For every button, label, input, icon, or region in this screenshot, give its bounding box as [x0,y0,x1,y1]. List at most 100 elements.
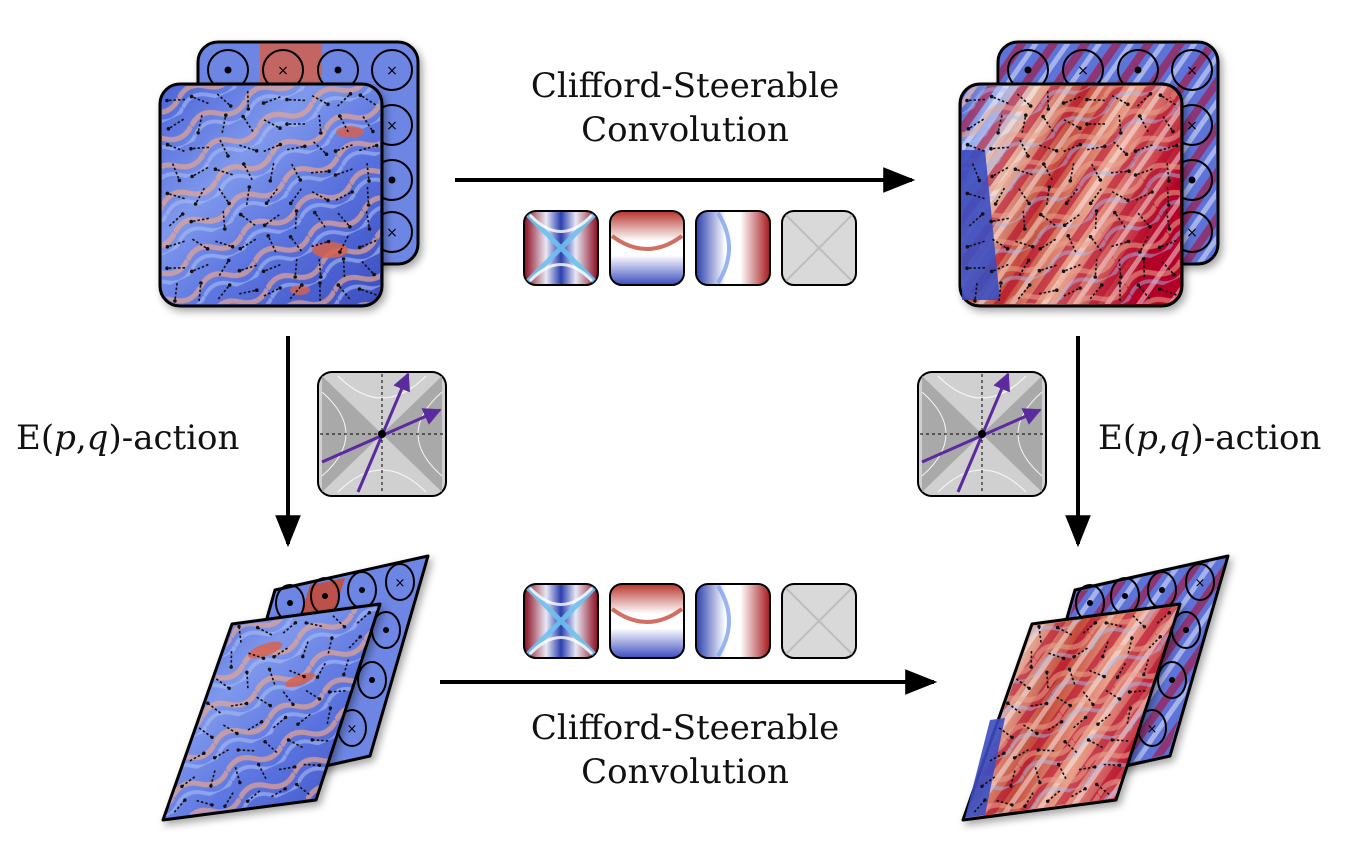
vector-arrow-head [1134,173,1138,177]
right-action-comma: , [1158,418,1169,458]
vector-arrow-head [262,270,266,274]
vector-arrow-head [973,299,977,303]
vector-arrow-head [1103,675,1106,678]
vector-arrow-head [173,299,177,303]
left-action-q: q [87,418,109,458]
vector-arrow-head [329,706,332,709]
vector-arrow-head [301,655,304,658]
vector-arrow-head [1087,738,1090,741]
svg-text:×: × [1186,63,1198,79]
vector-arrow-head [1158,246,1162,250]
vector-arrow-head [231,245,235,249]
vector-arrow-head [1029,104,1033,108]
vector-arrow-head [1055,288,1059,292]
vector-arrow-head [1037,748,1040,751]
vector-arrow-head [1039,213,1043,217]
vector-arrow-head [237,625,240,628]
vector-arrow-head [367,203,371,207]
vector-arrow-head [166,192,170,196]
vector-arrow-head [1119,275,1123,279]
vector-arrow-head [257,763,260,766]
vector-arrow-head [263,223,267,227]
svg-text:×: × [386,118,398,134]
vector-arrow-head [190,95,194,99]
vector-arrow-head [1046,800,1049,803]
vector-arrow-head [265,201,269,205]
vector-arrow-head [1045,702,1048,705]
vector-arrow-head [1042,162,1046,166]
vector-arrow-head [1030,665,1033,668]
vector-arrow-head [1027,202,1031,206]
right-action-p: p [1136,418,1158,458]
vector-arrow-head [293,765,296,768]
vector-arrow-head [1045,671,1048,674]
vector-arrow-head [294,621,297,624]
vector-arrow-head [965,266,969,270]
vector-arrow-head [287,738,290,741]
vector-arrow-head [285,122,289,126]
vector-arrow-head [1026,154,1030,158]
vector-arrow-head [349,92,353,96]
vector-arrow-head [375,144,379,148]
vector-arrow-head [1028,283,1032,287]
transformed-input-field-stack: × × [163,556,428,820]
kernel-row-top [524,211,856,285]
vector-arrow-head [1065,201,1069,205]
vector-arrow-head [224,113,228,117]
vector-arrow-head [305,621,308,624]
top-conv-line1: Clifford-Steerable [485,64,885,108]
vector-arrow-head [1118,697,1121,700]
vector-arrow-head [1066,234,1070,238]
right-action-q: q [1169,418,1191,458]
vector-arrow-head [1060,720,1063,723]
vector-arrow-head [228,687,231,690]
vector-arrow-head [202,752,205,755]
vector-arrow-head [1084,716,1087,719]
vector-arrow-head [1134,149,1138,153]
left-action-suffix: )-action [108,418,239,458]
vector-arrow-head [269,179,273,183]
vector-arrow-head [246,800,249,803]
kernel-2 [610,584,684,658]
left-action-prefix: E( [16,418,54,458]
vector-arrow-head [966,192,970,196]
top-conv-line2: Convolution [485,108,885,152]
vector-arrow-head [227,202,231,206]
vector-arrow-head [238,269,242,273]
vector-arrow-head [328,690,331,693]
vector-arrow-head [1038,269,1042,273]
vector-arrow-head [247,107,251,111]
vector-arrow-head [255,149,259,153]
vector-arrow-head [1010,803,1013,806]
vector-arrow-head [1023,805,1026,808]
vector-arrow-head [284,787,287,790]
vector-arrow-head [206,247,210,251]
vector-arrow-head [295,209,299,213]
vector-arrow-head [1148,225,1152,229]
kernel-1 [524,584,598,658]
vector-arrow-head [1149,92,1153,96]
vector-arrow-head [1068,668,1071,671]
vector-arrow-head [1006,702,1009,705]
vector-arrow-head [1002,752,1005,755]
left-action-p: p [54,418,76,458]
vector-arrow-head [190,270,194,274]
vector-arrow-head [1063,740,1066,743]
vector-arrow-head [1100,283,1104,287]
vector-arrow-head [1138,114,1142,118]
vector-arrow-head [1159,635,1162,638]
vector-arrow-head [295,783,298,786]
vector-arrow-head [180,785,183,788]
vector-arrow-head [293,275,297,279]
vector-arrow-head [213,756,216,759]
vector-arrow-head [326,103,330,107]
vector-arrow-head [1079,143,1083,147]
bottom-conv-label: Clifford-Steerable Convolution [485,706,885,794]
vector-arrow-head [1055,149,1059,153]
vector-arrow-head [1129,706,1132,709]
vector-arrow-head [326,199,330,203]
vector-arrow-head [1126,199,1130,203]
vector-arrow-head [1006,247,1010,251]
vector-arrow-head [166,245,170,249]
